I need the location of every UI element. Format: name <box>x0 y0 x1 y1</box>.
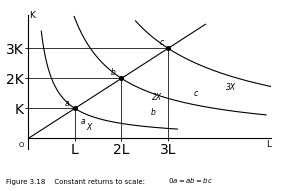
Point <box>119 77 124 80</box>
Text: c: c <box>194 90 198 99</box>
Text: 3X: 3X <box>226 83 237 92</box>
Text: X: X <box>86 123 91 132</box>
Text: c: c <box>159 37 164 47</box>
Text: 2X: 2X <box>152 93 162 102</box>
Text: O: O <box>19 142 24 148</box>
Text: a: a <box>65 99 69 108</box>
Text: b: b <box>150 108 155 117</box>
Point <box>166 47 170 50</box>
Text: Figure 3.18    Constant returns to scale:: Figure 3.18 Constant returns to scale: <box>6 179 147 185</box>
Text: $0a = ab = bc$: $0a = ab = bc$ <box>168 176 213 185</box>
Text: K: K <box>29 11 35 20</box>
Text: b: b <box>111 68 116 77</box>
Text: a: a <box>81 117 85 126</box>
Text: L: L <box>266 140 271 149</box>
Point <box>72 107 77 110</box>
